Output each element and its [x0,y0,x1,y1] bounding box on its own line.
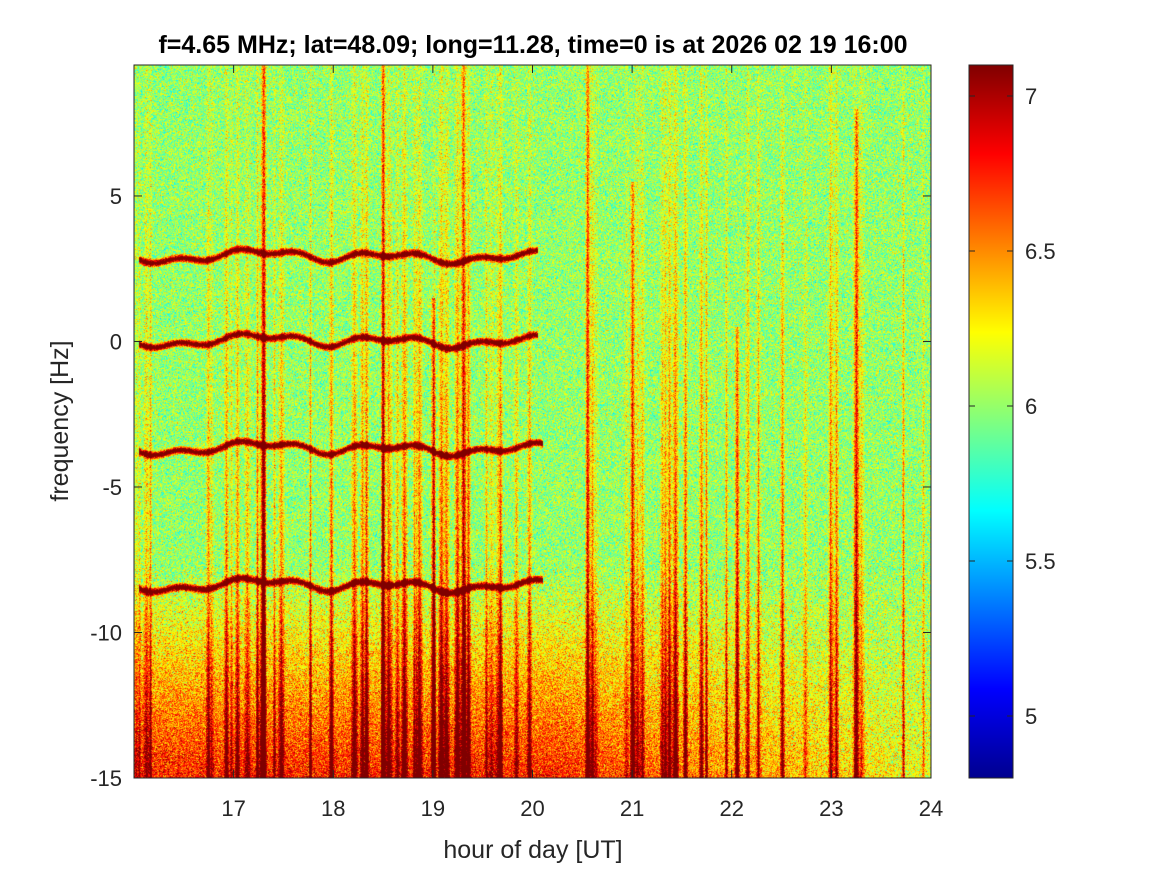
colorbar-tick-label: 7 [1025,84,1037,109]
x-tick-label: 24 [919,796,943,821]
colorbar [968,64,1014,779]
colorbar-axis: 7 6.5 6 5.5 5 [969,84,1056,729]
plot-area [134,65,931,778]
x-tick-label: 17 [221,796,245,821]
y-tick-label: 0 [110,329,122,354]
y-axis-label: frequency [Hz] [46,340,74,501]
y-tick-label: -5 [102,475,122,500]
heatmap-image [134,65,931,778]
x-tick-label: 23 [819,796,843,821]
x-tick-label: 18 [321,796,345,821]
y-axis: 5 0 -5 -10 -15 [90,184,931,791]
x-axis-label: hour of day [UT] [443,836,622,864]
colorbar-tick-label: 5 [1025,704,1037,729]
colorbar-tick-label: 6.5 [1025,239,1056,264]
x-tick-label: 21 [620,796,644,821]
y-tick-label: -15 [90,766,122,791]
x-axis: 17 18 19 20 21 22 23 24 [221,65,943,821]
y-tick-label: 5 [110,184,122,209]
colorbar-tick-label: 5.5 [1025,549,1056,574]
x-tick-label: 22 [720,796,744,821]
colorbar-tick-label: 6 [1025,394,1037,419]
y-tick-label: -10 [90,620,122,645]
chart-title: f=4.65 MHz; lat=48.09; long=11.28, time=… [158,31,907,59]
x-tick-label: 20 [520,796,544,821]
x-tick-label: 19 [421,796,445,821]
